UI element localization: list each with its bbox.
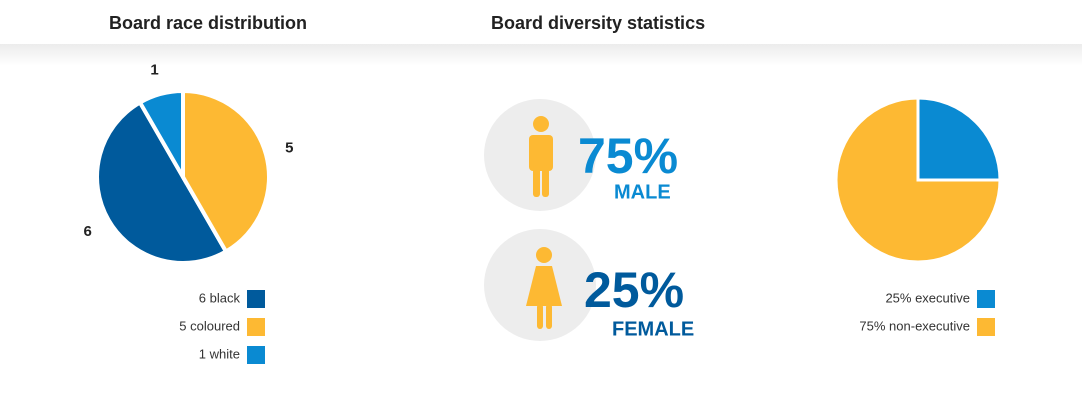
legend-swatch [977,318,995,336]
pie-slice [834,96,1002,264]
stat-label: FEMALE [612,318,694,340]
male-icon [529,116,553,197]
pie-slice [95,99,229,265]
data-label: 6 [83,223,91,240]
legend-label: 1 white [199,346,240,361]
heading: Board diversity statistics [491,13,705,33]
data-label: 5 [285,139,293,156]
stat-figure: 25% [584,262,684,318]
pie-slice [916,96,1002,182]
pie-slice [181,88,271,255]
stat-label: MALE [614,181,671,203]
legend-swatch [247,318,265,336]
header-band [0,44,1082,66]
legend-swatch [247,346,265,364]
female-icon [526,247,562,329]
pie-slice [137,88,185,185]
legend-label: 25% executive [885,290,970,305]
legend-label: 75% non-executive [859,318,970,333]
legend-swatch [977,290,995,308]
heading: Board race distribution [109,13,307,33]
legend-label: 6 black [199,290,241,305]
data-label: 1 [150,62,158,79]
legend-label: 5 coloured [179,318,240,333]
stat-figure: 75% [578,128,678,184]
legend-swatch [247,290,265,308]
